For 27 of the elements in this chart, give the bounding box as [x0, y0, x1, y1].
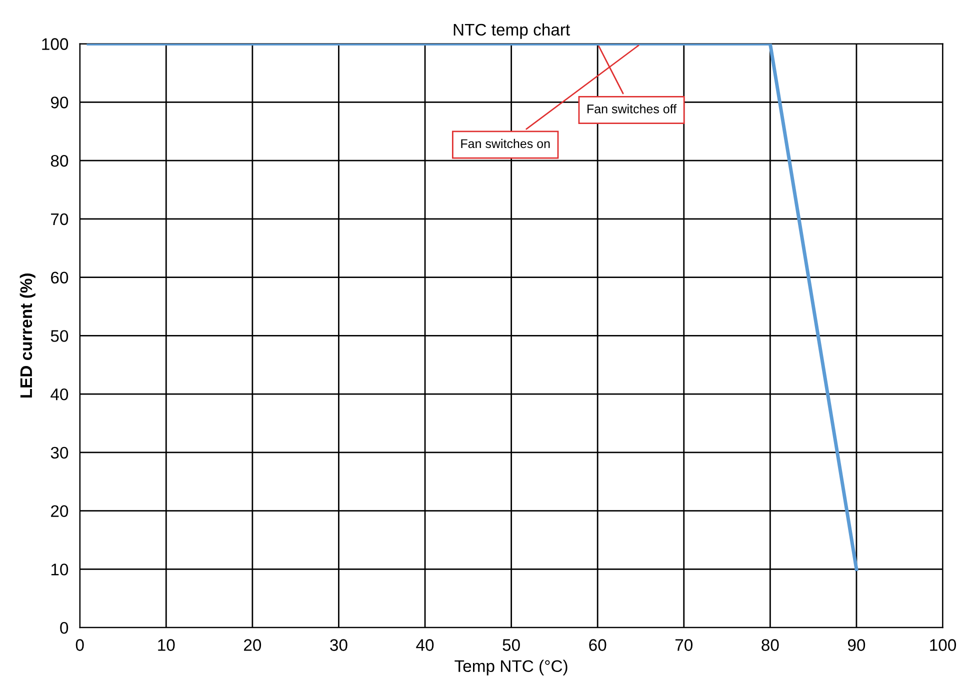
y-tick-label: 30 [50, 446, 68, 459]
x-tick-label: 70 [675, 639, 693, 651]
x-tick-label: 20 [244, 639, 262, 651]
y-tick-label: 40 [50, 388, 68, 400]
x-tick-label: 10 [158, 639, 175, 651]
y-tick-label: 60 [51, 272, 68, 284]
chart-title: NTC temp chart [454, 23, 570, 39]
x-tick-label: 0 [76, 639, 84, 651]
y-tick-label: 80 [50, 154, 68, 167]
y-tick-label: 100 [42, 38, 68, 50]
x-tick-label: 50 [502, 639, 520, 651]
y-axis-title: LED current (%) [20, 274, 36, 398]
annotation: Fan switches on [461, 138, 550, 148]
x-axis-title: Temp NTC (°C) [454, 660, 568, 676]
annotation: Fan switches off [588, 104, 677, 114]
x-tick-label: 80 [762, 639, 779, 651]
y-tick-label: 20 [51, 505, 68, 518]
y-tick-label: 70 [51, 213, 68, 226]
x-tick-label: 90 [848, 639, 866, 651]
x-tick-label: 30 [330, 639, 348, 651]
x-tick-label: 40 [416, 639, 434, 651]
x-tick-label: 60 [589, 639, 606, 651]
y-tick-label: 90 [50, 96, 68, 108]
y-tick-label: 0 [60, 622, 68, 634]
y-tick-label: 50 [50, 330, 68, 342]
y-tick-label: 10 [51, 564, 68, 576]
x-tick-label: 100 [930, 639, 956, 651]
